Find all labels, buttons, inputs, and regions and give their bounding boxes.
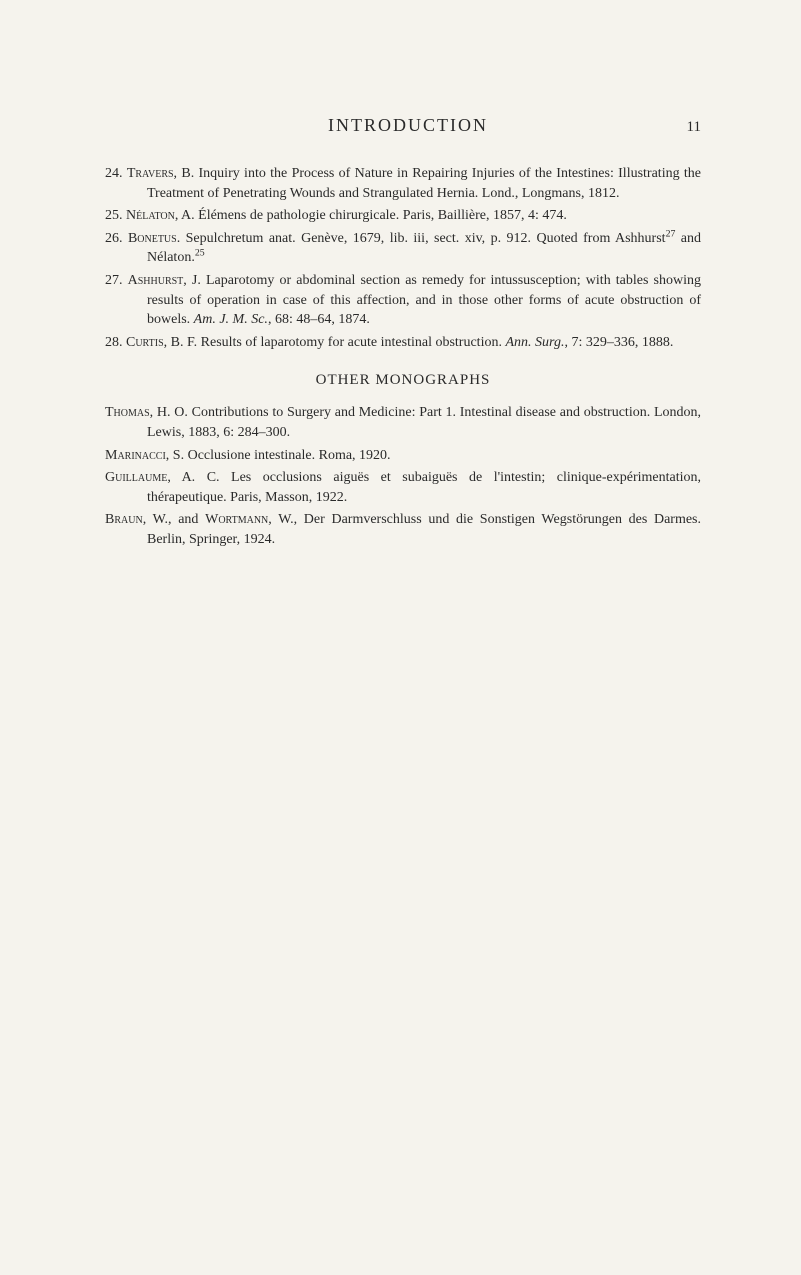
ref-author: Ashhurst [128,273,184,288]
reference-entry: 28. Curtis, B. F. Results of laparotomy … [105,333,701,353]
page-title: INTRODUCTION [145,115,671,136]
ref-author: Bonetus [128,231,177,246]
ref-number: 26. [105,231,123,246]
ref-author: Nélaton [126,208,175,223]
mono-author: Marinacci [105,448,166,463]
monograph-entry: Marinacci, S. Occlusione intestinale. Ro… [105,446,701,466]
monograph-entry: Guillaume, A. C. Les occlusions aiguës e… [105,468,701,507]
page-number: 11 [671,119,701,136]
ref-number: 25. [105,208,123,223]
ref-text: , A. Élémens de pathologie chirurgicale.… [175,208,567,223]
mono-author: Braun [105,512,143,527]
mono-author: Guillaume [105,470,167,485]
mono-text: , S. Occlusione intestinale. Roma, 1920. [166,448,391,463]
references-list: 24. Travers, B. Inquiry into the Process… [105,164,701,352]
mono-text: , A. C. Les occlusions aiguës et subaigu… [147,470,701,505]
ref-author: Curtis [126,335,164,350]
ref-number: 27. [105,273,123,288]
ref-number: 24. [105,166,123,181]
mono-author: Thomas [105,405,150,420]
monograph-entry: Braun, W., and Wortmann, W., Der Darmver… [105,510,701,549]
ref-sup: 27 [666,228,676,239]
ref-text: , 7: 329–336, 1888. [564,335,673,350]
ref-text: , B. Inquiry into the Process of Nature … [147,166,701,201]
reference-entry: 27. Ashhurst, J. Laparotomy or abdominal… [105,271,701,330]
ref-text: . Sepulchretum anat. Genève, 1679, lib. … [177,231,666,246]
monograph-entry: Thomas, H. O. Contributions to Surgery a… [105,403,701,442]
reference-entry: 24. Travers, B. Inquiry into the Process… [105,164,701,203]
reference-entry: 25. Nélaton, A. Élémens de pathologie ch… [105,206,701,226]
ref-italic: Am. J. M. Sc. [194,312,268,327]
page-container: INTRODUCTION 11 24. Travers, B. Inquiry … [0,0,801,603]
ref-text: , 68: 48–64, 1874. [268,312,370,327]
section-heading: OTHER MONOGRAPHS [105,372,701,389]
mono-text: , W., and [143,512,205,527]
mono-author: Wortmann [205,512,268,527]
mono-text: , H. O. Contributions to Surgery and Med… [147,405,701,440]
ref-author: Travers [127,166,174,181]
reference-entry: 26. Bonetus. Sepulchretum anat. Genève, … [105,229,701,268]
ref-italic: Ann. Surg. [505,335,564,350]
ref-number: 28. [105,335,123,350]
ref-sup: 25 [195,248,205,259]
monographs-list: Thomas, H. O. Contributions to Surgery a… [105,403,701,549]
ref-text: , B. F. Results of laparotomy for acute … [164,335,506,350]
page-header: INTRODUCTION 11 [105,115,701,136]
